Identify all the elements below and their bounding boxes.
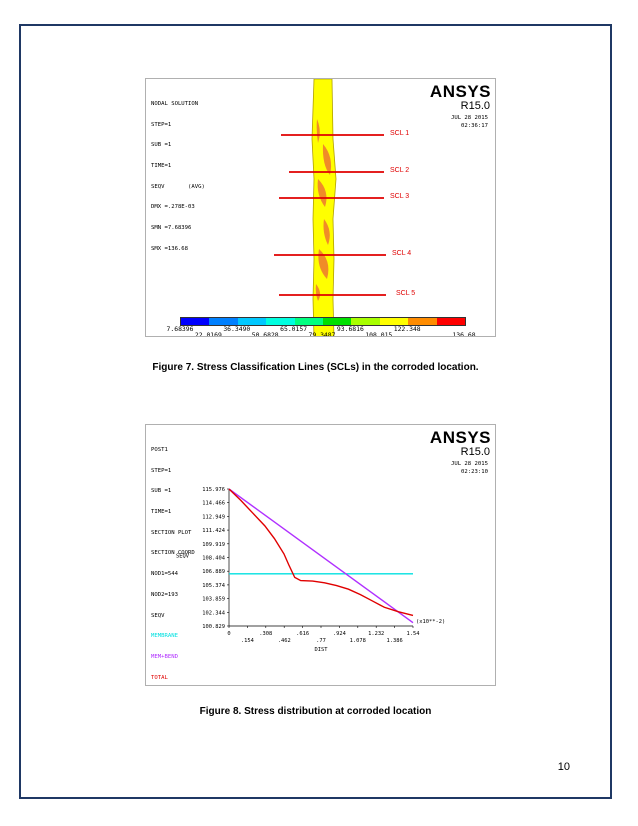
plot-time: 02:23:10 xyxy=(461,469,488,475)
ansys-version: R15.0 xyxy=(460,446,490,458)
figure-8-caption: Figure 8. Stress distribution at corrode… xyxy=(199,706,432,717)
ansys-version: R15.0 xyxy=(460,100,490,112)
header-line: SEQV (AVG) xyxy=(151,183,205,190)
legend-mem-bend: MEM+BEND xyxy=(151,654,178,660)
header-line: DMX =.278E-03 xyxy=(151,204,195,211)
plot-date: JUL 28 2015 xyxy=(450,115,488,121)
colorbar-label: 136.68 xyxy=(452,331,476,337)
legend-total: TOTAL xyxy=(151,674,168,681)
header-line: NODAL SOLUTION xyxy=(151,100,199,107)
figure-7-plot xyxy=(274,79,386,336)
y-tick-label: 108.404 xyxy=(202,556,225,562)
series-line-mem-bend xyxy=(228,488,414,624)
scl-label-1: SCL 1 xyxy=(390,130,410,137)
ansys-logo: ANSYS xyxy=(429,82,491,101)
colorbar-segment xyxy=(181,318,210,325)
header-line: SECTION PLOT xyxy=(151,529,192,536)
colorbar-label: 79.3487 xyxy=(308,331,336,337)
scl-label-5: SCL 5 xyxy=(396,290,416,297)
colorbar xyxy=(180,317,466,326)
header-line: NOD1=544 xyxy=(151,571,178,578)
y-tick-label: 103.859 xyxy=(202,597,225,603)
colorbar-segment xyxy=(209,318,238,325)
stress-distribution-chart: 115.976 114.466 112.949 111.424 109.919 108.4… xyxy=(176,487,445,653)
colorbar-segment xyxy=(351,318,380,325)
colorbar-label: 50.6828 xyxy=(251,331,279,337)
colorbar-label: 7.68396 xyxy=(166,325,194,333)
header-line: SUB =1 xyxy=(151,488,172,495)
x-tick-label: .924 xyxy=(333,631,346,637)
x-tick-label: .462 xyxy=(278,638,291,644)
x-tick-label: 0 xyxy=(227,631,230,637)
figure-8-image: POST1 STEP=1 SUB =1 TIME=1 SECTION PLOT … xyxy=(145,424,496,686)
colorbar-label: 65.0157 xyxy=(280,325,308,333)
scl-label-2: SCL 2 xyxy=(390,167,410,174)
x-multiplier-label: (x10**-2) xyxy=(416,619,445,625)
legend-membrane: MEMBRANE xyxy=(151,633,178,640)
y-tick-label: 111.424 xyxy=(202,528,225,534)
colorbar-label: 93.6816 xyxy=(336,325,364,333)
x-tick-label: 1.386 xyxy=(386,638,402,644)
x-tick-label: .308 xyxy=(259,631,272,637)
y-tick-label: 106.889 xyxy=(202,569,225,575)
plot-time: 02:36:17 xyxy=(461,123,488,129)
y-tick-label: 114.466 xyxy=(202,501,225,507)
figure-7-caption: Figure 7. Stress Classification Lines (S… xyxy=(152,362,479,373)
colorbar-segment xyxy=(294,318,324,325)
colorbar-label: 36.3490 xyxy=(223,325,251,333)
colorbar-label: 22.0169 xyxy=(194,331,222,337)
corroded-strip xyxy=(311,79,337,336)
page-number: 10 xyxy=(557,761,570,773)
x-tick-label: 1.232 xyxy=(368,631,384,637)
header-line: SMX =136.68 xyxy=(151,245,189,252)
header-line: NOD2=193 xyxy=(151,591,178,598)
y-tick-label: 105.374 xyxy=(202,583,225,589)
header-line: SMN =7.68396 xyxy=(151,225,192,232)
page-border xyxy=(19,24,612,799)
plot-date: JUL 28 2015 xyxy=(450,461,488,467)
y-tick-label: 100.829 xyxy=(202,624,225,630)
header-line: TIME=1 xyxy=(151,162,172,169)
colorbar-label: 122.348 xyxy=(393,325,421,333)
colorbar-segment xyxy=(379,318,409,325)
y-tick-label: 112.949 xyxy=(202,514,225,520)
header-line: STEP=1 xyxy=(151,467,172,474)
header-line: TIME=1 xyxy=(151,508,172,515)
y-axis-title: SEQV xyxy=(176,554,190,560)
header-line: STEP=1 xyxy=(151,121,172,128)
colorbar-segment xyxy=(408,318,437,325)
x-tick-label: .154 xyxy=(241,638,254,644)
colorbar-segment xyxy=(323,318,352,325)
y-tick-label: 102.344 xyxy=(202,610,225,616)
header-line: SEQV xyxy=(151,612,165,619)
header-line: SECTION COORD xyxy=(151,550,195,557)
header-line: SUB =1 xyxy=(151,142,172,149)
colorbar-label: 108.015 xyxy=(365,331,393,337)
colorbar-segment xyxy=(436,318,466,325)
colorbar-segment xyxy=(237,318,267,325)
figure-8-header: POST1 STEP=1 SUB =1 TIME=1 SECTION PLOT … xyxy=(151,433,195,685)
figure-7-image: NODAL SOLUTION STEP=1 SUB =1 TIME=1 SEQV… xyxy=(145,78,496,337)
x-tick-label: 1.078 xyxy=(350,638,366,644)
scl-lines xyxy=(274,134,386,296)
x-tick-label: .616 xyxy=(296,631,309,637)
y-tick-label: 109.919 xyxy=(202,542,225,548)
scl-label-4: SCL 4 xyxy=(392,250,412,257)
y-tick-label: 115.976 xyxy=(202,487,225,493)
stress-zones xyxy=(315,119,332,301)
figure-7-header: NODAL SOLUTION STEP=1 SUB =1 TIME=1 SEQV… xyxy=(151,87,205,267)
x-axis-title: DIST xyxy=(315,647,329,653)
x-tick-label: .77 xyxy=(316,638,326,644)
series-line-total xyxy=(228,488,414,617)
x-tick-label: 1.54 xyxy=(407,631,420,637)
colorbar-segment xyxy=(266,318,295,325)
scl-label-3: SCL 3 xyxy=(390,193,410,200)
ansys-logo: ANSYS xyxy=(429,428,491,447)
header-line: POST1 xyxy=(151,446,168,453)
